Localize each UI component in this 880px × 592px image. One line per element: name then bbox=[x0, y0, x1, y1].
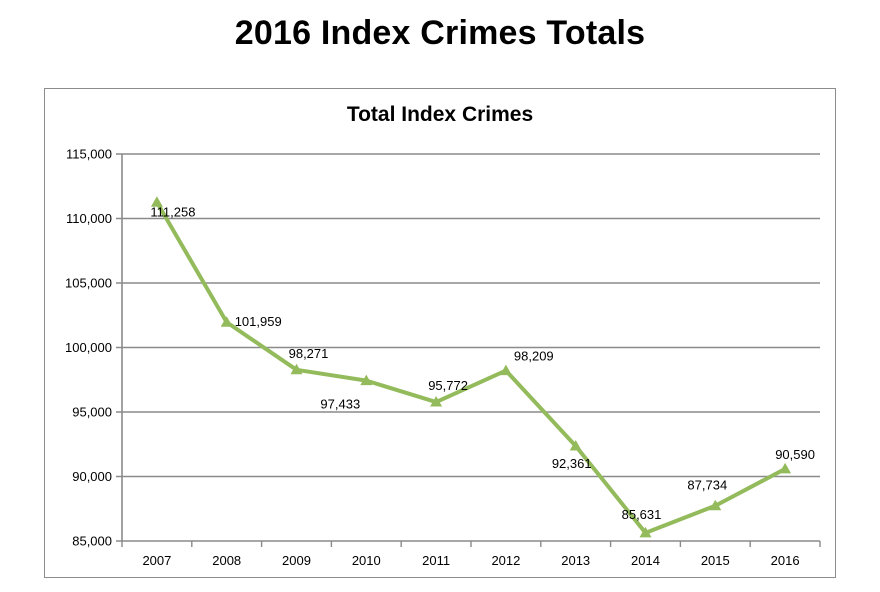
data-label: 95,772 bbox=[428, 378, 468, 393]
x-tick-label: 2007 bbox=[142, 553, 171, 568]
y-tick-label: 115,000 bbox=[66, 147, 112, 162]
series-line bbox=[154, 200, 788, 535]
data-point-marker bbox=[220, 316, 233, 327]
data-point-marker bbox=[709, 499, 722, 511]
data-point-marker bbox=[150, 196, 163, 207]
y-tick-label: 105,000 bbox=[65, 276, 112, 291]
x-tick-label: 2012 bbox=[491, 553, 520, 568]
page-title: 2016 Index Crimes Totals bbox=[234, 14, 646, 52]
data-point-marker bbox=[430, 396, 443, 407]
data-label: 97,433 bbox=[320, 397, 360, 412]
data-label: 101,959 bbox=[235, 314, 282, 329]
y-tick-label: 90,000 bbox=[72, 469, 112, 484]
x-tick-label: 2015 bbox=[701, 553, 730, 568]
chart-title: Total Index Crimes bbox=[346, 103, 534, 126]
data-label: 87,734 bbox=[687, 478, 727, 493]
x-tick-label: 2014 bbox=[631, 553, 660, 568]
x-tick-label: 2013 bbox=[561, 553, 590, 568]
y-tick-label: 85,000 bbox=[72, 534, 112, 549]
data-label: 111,258 bbox=[150, 204, 195, 219]
x-tick-label: 2016 bbox=[771, 553, 800, 568]
x-tick-label: 2009 bbox=[282, 553, 311, 568]
y-tick-label: 100,000 bbox=[65, 340, 112, 355]
x-tick-label: 2011 bbox=[422, 553, 450, 568]
data-point-marker bbox=[639, 526, 652, 538]
data-label: 85,631 bbox=[622, 507, 662, 522]
chart-frame: Total Index Crimes 85,000 90,000 95,000 100… bbox=[44, 88, 836, 578]
data-point-marker bbox=[499, 364, 512, 376]
data-point-marker bbox=[569, 440, 582, 451]
x-tick-label: 2008 bbox=[212, 553, 241, 568]
line-chart: 85,000 90,000 95,000 100,000 105,000 110,000 1… bbox=[65, 147, 821, 568]
data-point-marker bbox=[290, 363, 303, 375]
y-tick-label: 95,000 bbox=[72, 405, 112, 420]
data-label: 90,590 bbox=[775, 447, 815, 462]
data-label: 98,271 bbox=[289, 346, 329, 361]
data-point-marker bbox=[779, 462, 792, 474]
y-tick-label: 110,000 bbox=[66, 211, 112, 226]
x-tick-label: 2010 bbox=[352, 553, 381, 568]
data-point-marker bbox=[360, 374, 373, 386]
data-label: 92,361 bbox=[552, 456, 592, 471]
data-label: 98,209 bbox=[514, 349, 554, 364]
